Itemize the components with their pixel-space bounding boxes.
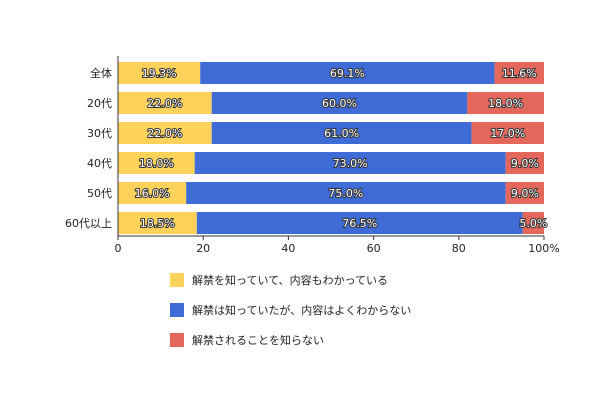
data-label: 11.6% — [502, 67, 537, 80]
bar-segment — [522, 212, 544, 234]
data-label: 5.0% — [519, 217, 547, 230]
bar-segment — [494, 62, 544, 84]
data-label: 22.0% — [147, 127, 182, 140]
legend-item-unknown: 解禁されることを知らない — [170, 325, 411, 355]
data-label: 73.0% — [333, 157, 368, 170]
bar-segment — [194, 152, 506, 174]
data-label: 18.0% — [139, 157, 174, 170]
data-label: 16.0% — [135, 187, 170, 200]
legend-label: 解禁されることを知らない — [192, 334, 324, 347]
legend-item-known-understood: 解禁を知っていて、内容もわかっている — [170, 265, 411, 295]
legend-swatch — [170, 333, 184, 347]
bar-segment — [186, 182, 506, 204]
x-tick-label: 100% — [528, 242, 559, 255]
legend-label: 解禁は知っていたが、内容はよくわからない — [192, 304, 412, 317]
bar-segment — [118, 62, 201, 84]
bar-segment — [467, 92, 544, 114]
bar-segment — [471, 122, 544, 144]
category-label: 20代 — [87, 97, 112, 110]
data-label: 69.1% — [330, 67, 365, 80]
x-tick-label: 0 — [115, 242, 122, 255]
x-tick-label: 20 — [196, 242, 210, 255]
data-label: 60.0% — [322, 97, 357, 110]
bar-segment — [505, 182, 544, 204]
bar-segment — [196, 212, 523, 234]
data-label: 9.0% — [511, 157, 539, 170]
legend-item-known-not-understood: 解禁は知っていたが、内容はよくわからない — [170, 295, 411, 325]
x-tick-label: 40 — [281, 242, 295, 255]
data-label: 18.0% — [488, 97, 523, 110]
bar-segment — [211, 122, 472, 144]
data-label: 61.0% — [324, 127, 359, 140]
bar-segment — [118, 212, 197, 234]
x-tick-label: 80 — [452, 242, 466, 255]
legend-label: 解禁を知っていて、内容もわかっている — [192, 274, 389, 287]
bar-segment — [200, 62, 495, 84]
data-label: 76.5% — [342, 217, 377, 230]
category-label: 40代 — [87, 157, 112, 170]
bar-segment — [505, 152, 544, 174]
category-label: 全体 — [90, 66, 112, 80]
category-label: 30代 — [87, 127, 112, 140]
legend-swatch — [170, 303, 184, 317]
category-label: 60代以上 — [65, 217, 112, 230]
legend: 解禁を知っていて、内容もわかっている 解禁は知っていたが、内容はよくわからない … — [170, 265, 411, 355]
x-tick-label: 60 — [367, 242, 381, 255]
data-label: 18.5% — [140, 217, 175, 230]
bar-segment — [118, 92, 212, 114]
bar-segment — [118, 152, 195, 174]
data-label: 9.0% — [511, 187, 539, 200]
bar-segment — [118, 182, 187, 204]
data-label: 17.0% — [490, 127, 525, 140]
data-label: 22.0% — [147, 97, 182, 110]
legend-swatch — [170, 273, 184, 287]
data-label: 75.0% — [328, 187, 363, 200]
data-label: 19.3% — [142, 67, 177, 80]
bar-segment — [211, 92, 468, 114]
category-label: 50代 — [87, 187, 112, 200]
bar-segment — [118, 122, 212, 144]
